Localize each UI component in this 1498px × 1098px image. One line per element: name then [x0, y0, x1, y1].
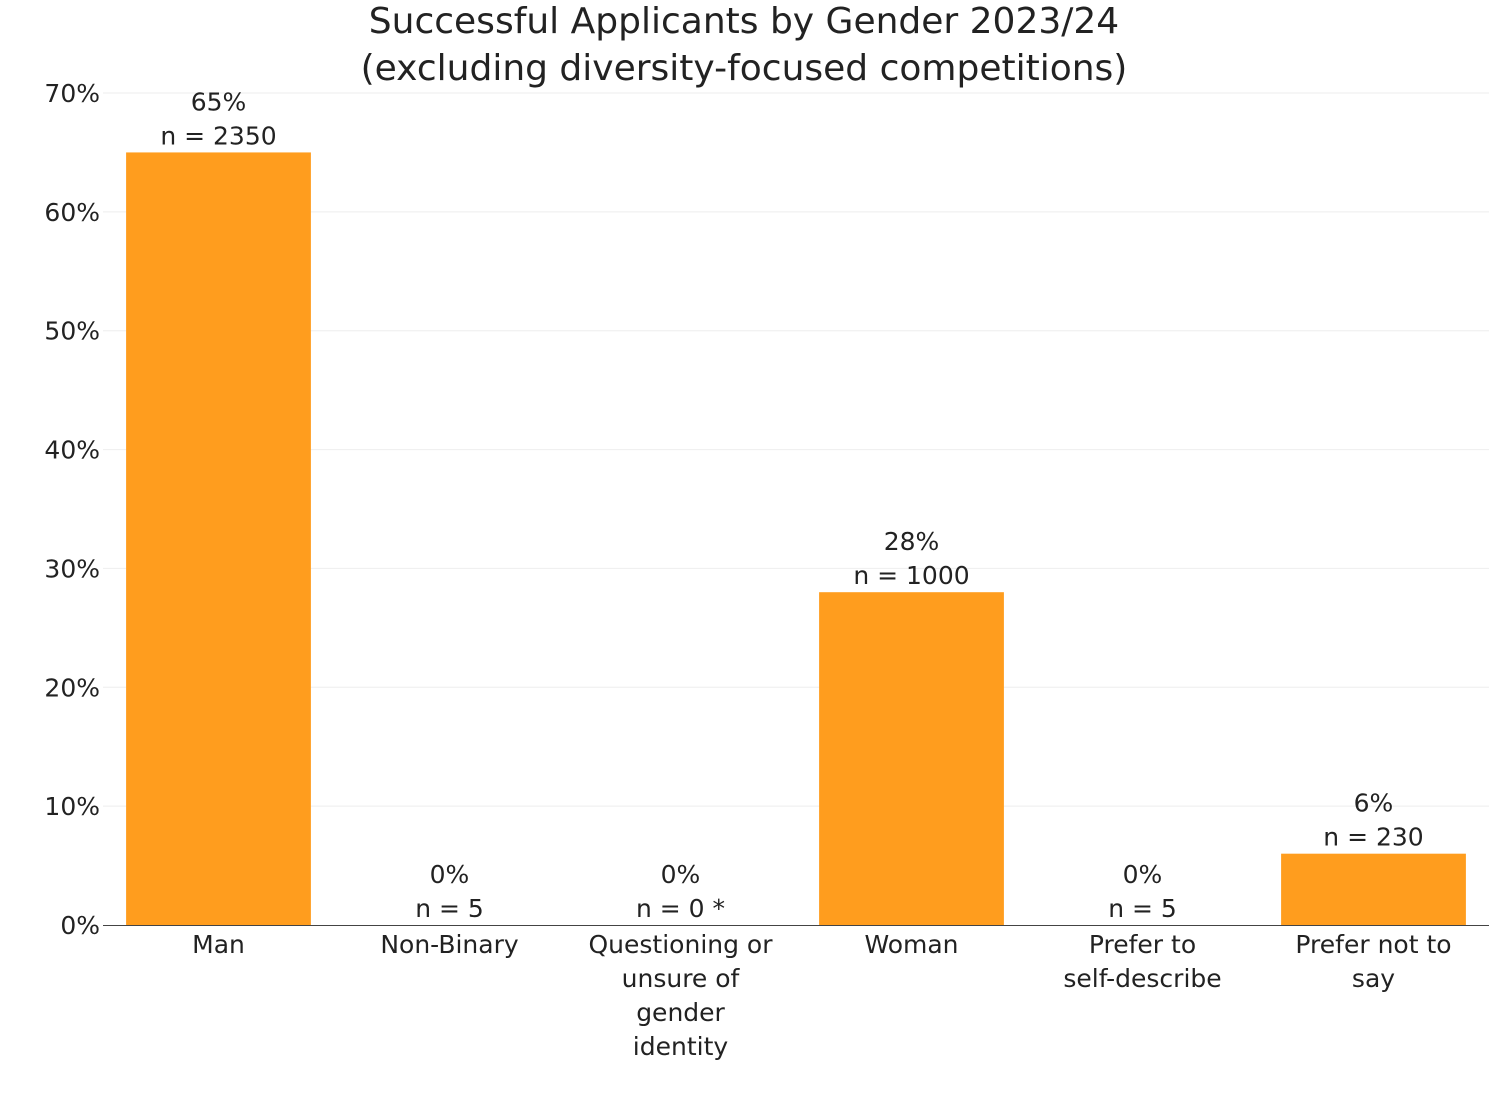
y-tick-label: 30%: [44, 554, 100, 583]
data-label: 28%: [884, 527, 940, 556]
data-label: 6%: [1354, 789, 1394, 818]
data-label: 0%: [1123, 860, 1163, 889]
x-tick-label: unsure of: [622, 964, 741, 993]
x-tick-label: identity: [633, 1032, 729, 1061]
data-label: 0%: [661, 860, 701, 889]
data-label: n = 0 *: [636, 894, 725, 923]
x-tick-label: Prefer not to: [1295, 930, 1451, 959]
y-tick-label: 70%: [44, 79, 100, 108]
x-tick-label: Prefer to: [1089, 930, 1196, 959]
y-tick-label: 0%: [60, 911, 100, 940]
bar: [1281, 853, 1466, 925]
data-label: n = 5: [1108, 894, 1177, 923]
x-tick-label: gender: [636, 998, 725, 1027]
data-label: 65%: [191, 87, 247, 116]
x-tick-label: say: [1352, 964, 1395, 993]
chart-title-line: Successful Applicants by Gender 2023/24: [369, 1, 1119, 42]
data-label: n = 5: [415, 894, 484, 923]
x-tick-label: Man: [192, 930, 245, 959]
y-tick-label: 50%: [44, 317, 100, 346]
data-label: n = 1000: [853, 561, 969, 590]
data-label: n = 2350: [160, 121, 276, 150]
y-tick-label: 10%: [44, 792, 100, 821]
y-tick-label: 20%: [44, 673, 100, 702]
y-tick-label: 60%: [44, 198, 100, 227]
data-label: n = 230: [1323, 823, 1423, 852]
x-tick-label: Woman: [864, 930, 958, 959]
data-label: 0%: [430, 860, 470, 889]
x-tick-label: Questioning or: [589, 930, 774, 959]
y-tick-label: 40%: [44, 436, 100, 465]
chart-title-line: (excluding diversity-focused competition…: [361, 48, 1128, 89]
x-tick-label: self-describe: [1063, 964, 1221, 993]
x-tick-label: Non-Binary: [380, 930, 519, 959]
bar: [126, 152, 311, 925]
bar: [819, 592, 1004, 925]
